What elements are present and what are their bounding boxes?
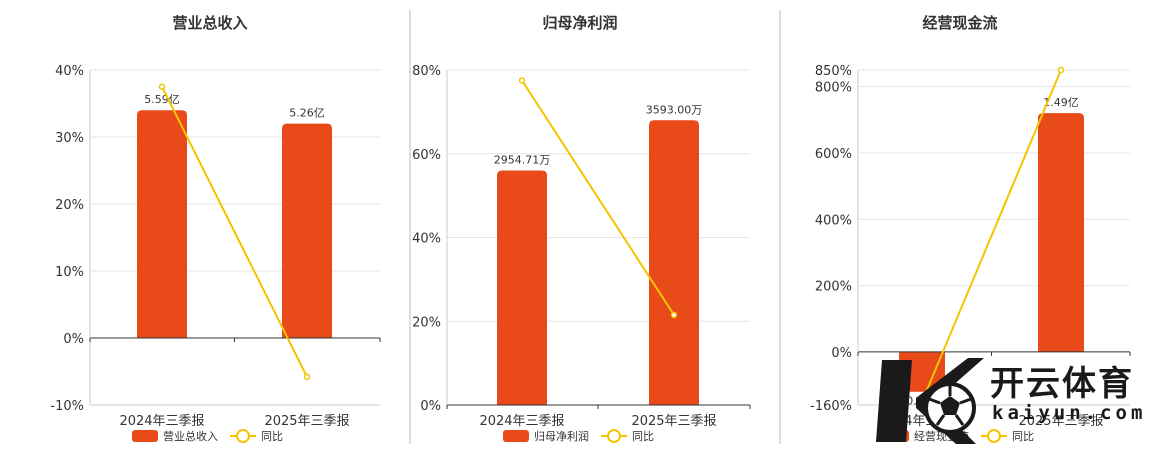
legend-line-label: 同比 bbox=[1012, 430, 1034, 443]
bar-data-label: 5.26亿 bbox=[289, 107, 325, 120]
bar-data-label: 3593.00万 bbox=[646, 103, 703, 116]
y-tick-label: 0% bbox=[420, 399, 441, 414]
chart-title: 归母净利润 bbox=[542, 14, 617, 32]
watermark-brand: 开云体育 bbox=[990, 364, 1134, 404]
x-category-label: 2024年三季报 bbox=[479, 414, 564, 429]
y-tick-label: 200% bbox=[815, 280, 852, 295]
bar-data-label: 1.49亿 bbox=[1043, 96, 1079, 109]
y-tick-label: -10% bbox=[50, 399, 84, 414]
bar bbox=[137, 110, 187, 338]
chart-title: 经营现金流 bbox=[922, 14, 997, 32]
watermark: 开云体育 kaiyun.com bbox=[872, 352, 1160, 450]
yoy-point bbox=[1057, 66, 1065, 74]
bar-data-label: 2954.71万 bbox=[494, 154, 551, 167]
legend-line-marker bbox=[607, 429, 621, 443]
legend-bar-swatch bbox=[503, 430, 529, 442]
y-tick-label: 40% bbox=[412, 232, 441, 247]
x-category-label: 2025年三季报 bbox=[1018, 414, 1103, 429]
chart-panel: 归母净利润 80% 60% 40% 20% 0% 2954.71万 3593.00万 2024年… bbox=[412, 14, 751, 443]
legend-bar-swatch bbox=[132, 430, 158, 442]
y-tick-label: 60% bbox=[412, 148, 441, 163]
y-tick-label: 20% bbox=[412, 315, 441, 330]
y-tick-label: 800% bbox=[815, 81, 852, 96]
legend-line-marker bbox=[236, 429, 250, 443]
y-tick-label: 0% bbox=[831, 346, 852, 361]
x-category-label: 2025年三季报 bbox=[631, 414, 716, 429]
bar-data-label: 5.59亿 bbox=[144, 93, 180, 106]
y-tick-label: 80% bbox=[412, 64, 441, 79]
legend-line-label: 同比 bbox=[261, 430, 283, 443]
bar bbox=[1038, 113, 1084, 352]
yoy-line bbox=[161, 86, 308, 378]
chart-title: 营业总收入 bbox=[172, 14, 247, 32]
yoy-line bbox=[921, 69, 1062, 403]
y-tick-label: 10% bbox=[55, 265, 84, 280]
watermark-url: kaiyun.com bbox=[992, 402, 1147, 424]
y-tick-label: 30% bbox=[55, 131, 84, 146]
legend-line-label: 同比 bbox=[632, 430, 654, 443]
bar bbox=[497, 170, 547, 405]
y-tick-label: -160% bbox=[810, 399, 852, 414]
chart-panel: 营业总收入 40% 30% 20% 10% 0% -10% 5.59亿 5.26亿 2024年三季… bbox=[50, 14, 381, 443]
yoy-point bbox=[518, 77, 526, 84]
y-tick-label: 600% bbox=[815, 147, 852, 162]
legend-line-marker bbox=[987, 429, 1001, 443]
x-category-label: 2024年三季报 bbox=[119, 414, 204, 429]
bar bbox=[649, 120, 699, 405]
yoy-point bbox=[303, 373, 311, 381]
yoy-point bbox=[670, 311, 678, 319]
y-tick-label: 400% bbox=[815, 213, 852, 228]
k-soccer-logo-icon bbox=[876, 358, 984, 444]
yoy-line bbox=[521, 79, 675, 316]
y-tick-label: 0% bbox=[63, 332, 84, 347]
yoy-point bbox=[158, 83, 166, 90]
bar bbox=[282, 123, 332, 338]
x-category-label: 2025年三季报 bbox=[264, 414, 349, 429]
y-tick-label: 850% bbox=[815, 64, 852, 79]
y-tick-label: 20% bbox=[55, 198, 84, 213]
legend-bar-label: 归母净利润 bbox=[534, 429, 589, 443]
y-tick-label: 40% bbox=[55, 64, 84, 79]
legend-bar-label: 营业总收入 bbox=[163, 429, 218, 443]
